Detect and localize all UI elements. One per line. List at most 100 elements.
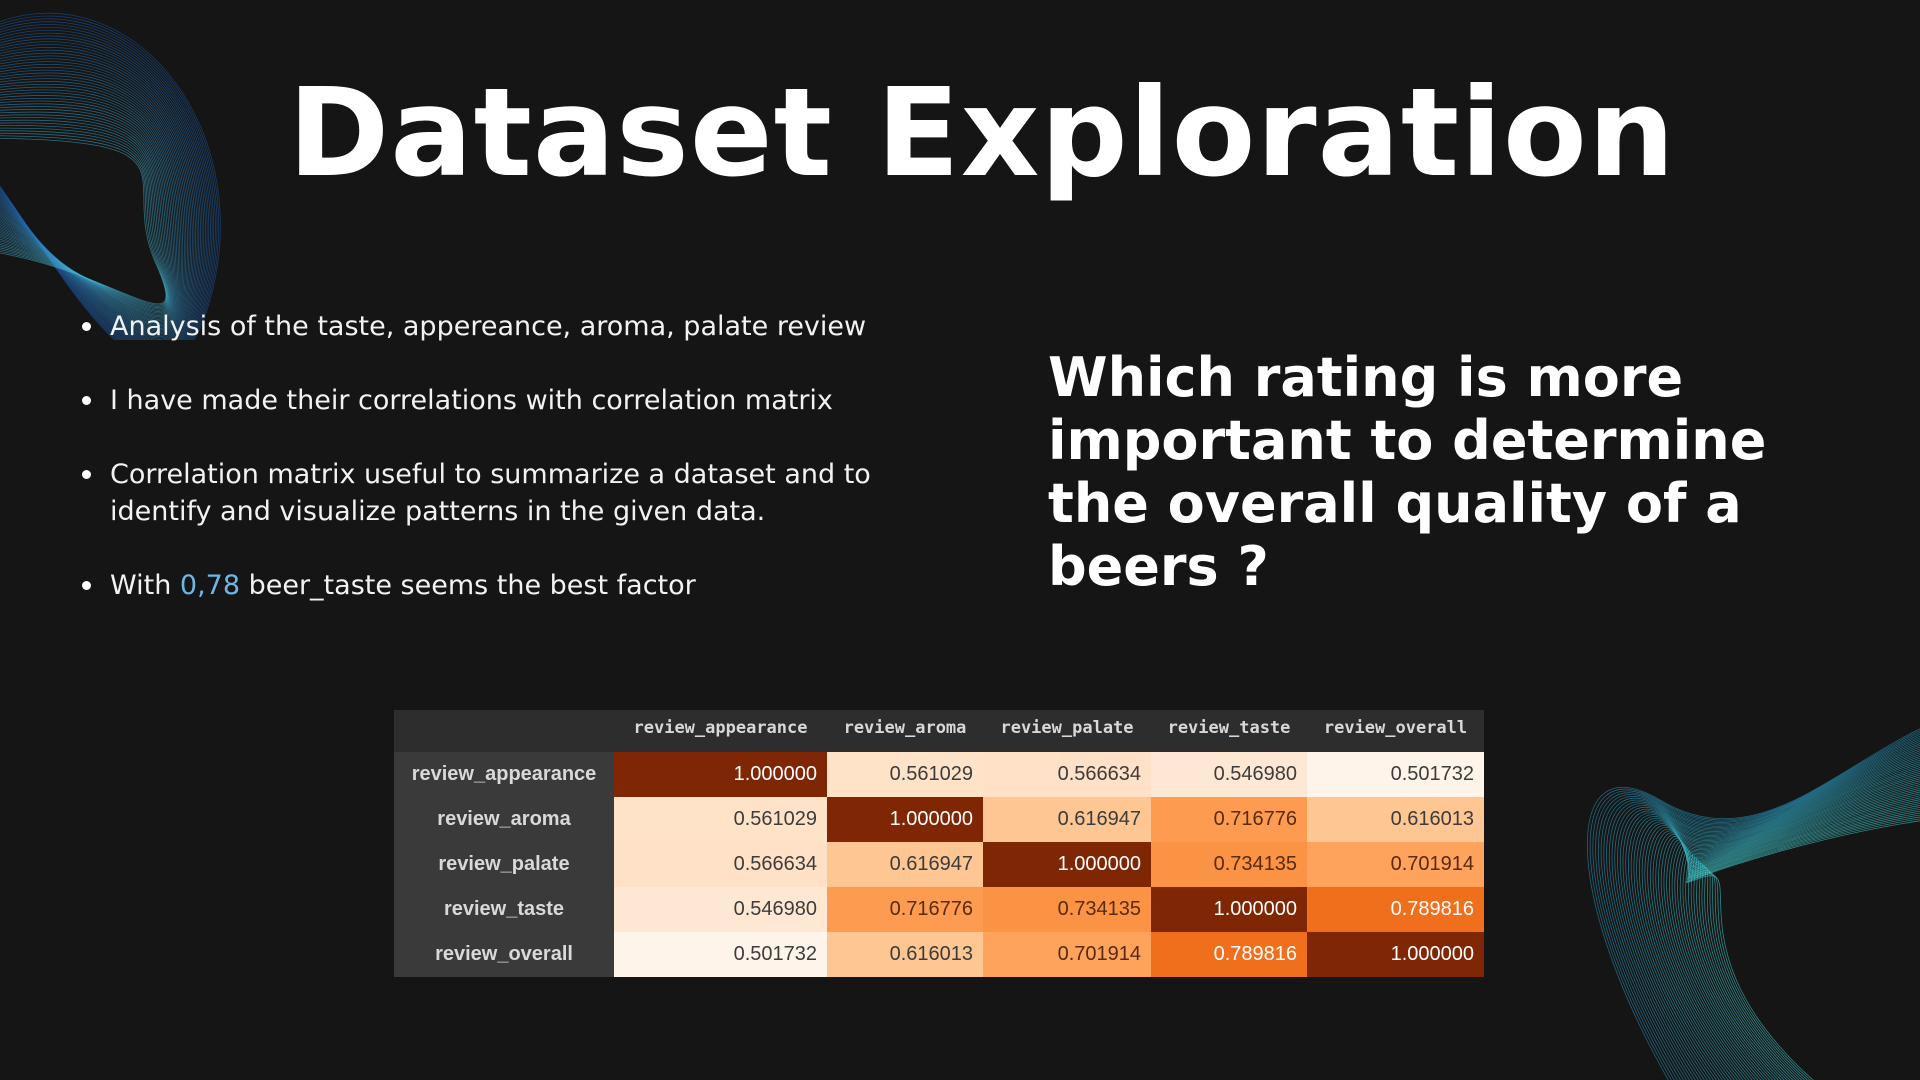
table-row: review_appearance 1.000000 0.561029 0.56663… [394, 752, 1484, 797]
wave-line [1687, 810, 1920, 1080]
wave-line [1687, 814, 1920, 1080]
wave-line [1600, 737, 1920, 1080]
wave-line [1685, 795, 1920, 1080]
wave-line [0, 24, 215, 340]
heatmap-cell: 0.566634 [983, 752, 1151, 797]
wave-line [1687, 806, 1920, 1080]
row-header: review_aroma [394, 797, 614, 842]
heatmap-cell: 0.561029 [827, 752, 983, 797]
wave-line [0, 117, 170, 315]
heatmap-cell: 0.716776 [1151, 797, 1307, 842]
wave-line [1647, 768, 1920, 1080]
heatmap-cell: 0.701914 [1307, 842, 1484, 887]
heatmap-cell: 0.546980 [1151, 752, 1307, 797]
column-header: review_appearance [614, 710, 827, 746]
wave-line [1663, 780, 1920, 1080]
wave-line [0, 49, 200, 340]
heatmap-cell: 1.000000 [1151, 887, 1307, 932]
wave-line [0, 38, 206, 340]
heatmap-cell: 0.616947 [983, 797, 1151, 842]
wave-line [1658, 776, 1920, 1080]
wave-line [0, 69, 188, 338]
slide-title: Dataset Exploration [288, 62, 1676, 204]
wave-line [1687, 808, 1920, 1080]
bullet-item: Correlation matrix useful to summarize a… [80, 456, 980, 530]
wave-line [1630, 757, 1920, 1080]
heatmap-cell: 0.789816 [1151, 932, 1307, 977]
bullet-item: Analysis of the taste, appereance, aroma… [80, 308, 980, 345]
heatmap-cell: 0.561029 [614, 797, 827, 842]
wave-line [1597, 735, 1920, 1080]
wave-line [1682, 793, 1920, 1080]
heatmap-cell: 0.716776 [827, 887, 983, 932]
wave-line [1606, 741, 1920, 1080]
table-row: review_aroma 0.561029 1.000000 0.616947 0.71… [394, 797, 1484, 842]
bullet-text: I have made their correlations with corr… [110, 385, 833, 416]
wave-line [1625, 754, 1920, 1080]
wave-line [0, 108, 172, 319]
wave-line [0, 61, 193, 340]
wave-line [1687, 799, 1920, 1080]
wave-line [1617, 748, 1920, 1080]
wave-line [0, 47, 201, 340]
wave-line [0, 18, 218, 340]
wave-line [0, 12, 221, 340]
wave-line [0, 27, 213, 340]
wave-line [1622, 752, 1920, 1080]
wave-line [1644, 767, 1920, 1080]
wave-line [1603, 739, 1920, 1080]
column-header: review_taste [1151, 710, 1307, 746]
column-header: review_overall [1307, 710, 1484, 746]
wave-line [1586, 728, 1920, 1080]
wave-line [0, 86, 180, 330]
heatmap-cell: 0.734135 [1151, 842, 1307, 887]
heatmap-cell: 0.501732 [1307, 752, 1484, 797]
heatmap-cell: 1.000000 [827, 797, 983, 842]
question-heading: Which rating is more important to determ… [1048, 346, 1767, 598]
wave-line [1639, 763, 1920, 1080]
bullet-text-suffix: beer_taste seems the best factor [240, 570, 696, 601]
wave-line [0, 32, 210, 340]
wave-line [0, 125, 169, 311]
wave-line [1641, 765, 1920, 1080]
wave-line [0, 15, 219, 340]
wave-line [1608, 743, 1920, 1080]
heatmap-cell: 0.734135 [983, 887, 1151, 932]
heatmap-cell: 1.000000 [614, 752, 827, 797]
wave-line [1595, 733, 1920, 1080]
table-row: review_taste 0.546980 0.716776 0.734135 1.00… [394, 887, 1484, 932]
bullet-text: Correlation matrix useful to summarize a… [110, 459, 871, 527]
heatmap-cell: 0.616013 [827, 932, 983, 977]
wave-line [0, 111, 172, 318]
wave-line [1660, 778, 1920, 1080]
wave-line [1611, 744, 1920, 1080]
column-header: review_palate [983, 710, 1151, 746]
column-header: review_aroma [827, 710, 983, 746]
wave-line [1687, 805, 1920, 1080]
wave-line [1674, 787, 1920, 1080]
wave-line [0, 106, 173, 320]
wave-line [1687, 801, 1920, 1080]
wave-line [1687, 797, 1920, 1080]
bullet-item: I have made their correlations with corr… [80, 382, 980, 419]
wave-line [0, 35, 208, 340]
wave-line [1687, 812, 1920, 1080]
heatmap-cell: 0.501732 [614, 932, 827, 977]
wave-line [1589, 730, 1920, 1080]
wave-line [1686, 818, 1920, 1080]
wave-line [0, 92, 177, 327]
wave-line [0, 130, 168, 309]
wave-line [1677, 789, 1920, 1080]
wave-line [1628, 755, 1920, 1080]
wave-line [0, 122, 169, 312]
wave-line [1614, 746, 1920, 1080]
wave-line [0, 114, 171, 316]
wave-line [0, 64, 192, 340]
heatmap-cell: 1.000000 [1307, 932, 1484, 977]
wave-line [0, 81, 182, 332]
wave-line [1666, 782, 1920, 1080]
wave-line [0, 41, 205, 340]
wave-line [1652, 772, 1920, 1080]
wave-line [1687, 803, 1920, 1080]
table-row: review_palate 0.566634 0.616947 1.000000 0.7… [394, 842, 1484, 887]
